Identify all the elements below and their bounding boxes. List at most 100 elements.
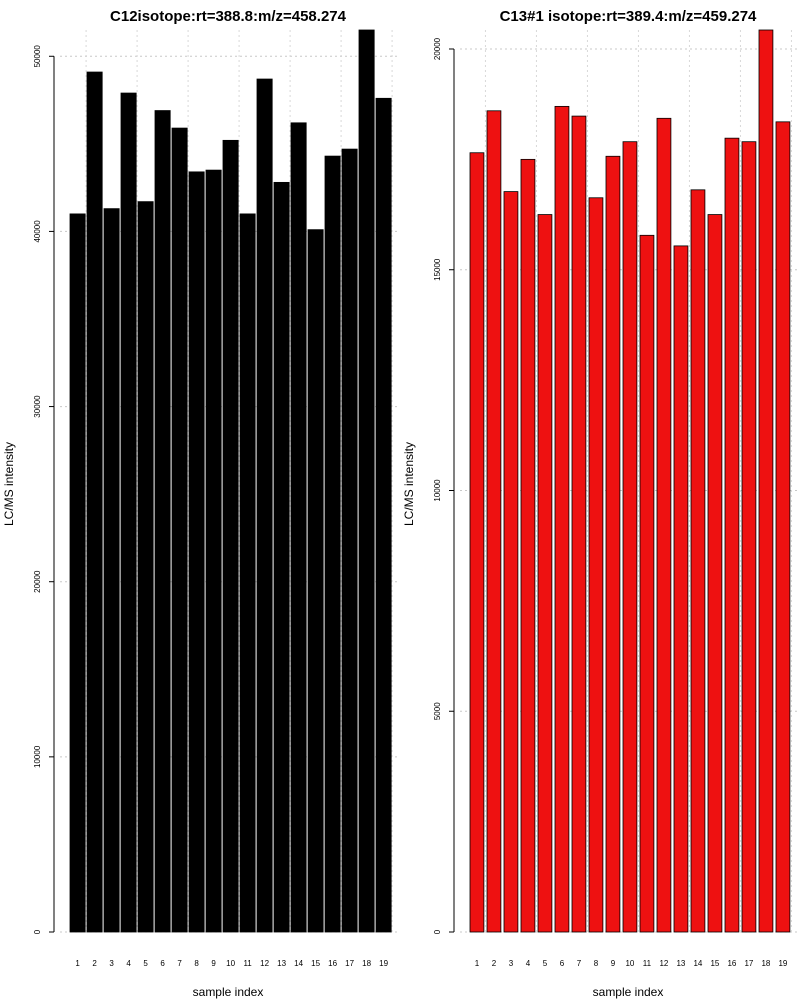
bar xyxy=(707,214,723,933)
x-tick-label: 17 xyxy=(345,959,354,968)
bars xyxy=(69,29,392,933)
bar xyxy=(154,110,171,933)
x-tick-label: 1 xyxy=(75,959,80,968)
y-tick-label: 10000 xyxy=(433,479,442,502)
bar xyxy=(171,127,188,933)
x-tick-label: 18 xyxy=(362,959,371,968)
bar xyxy=(307,229,324,933)
c13-isotope-panel: C13#1 isotope:rt=389.4:m/z=459.274 sampl… xyxy=(402,8,798,999)
bar xyxy=(69,213,86,933)
x-tick-label: 9 xyxy=(211,959,216,968)
y-axis-label: LC/MS intensity xyxy=(402,442,416,526)
bar xyxy=(571,115,587,933)
y-tick-label: 0 xyxy=(33,929,42,934)
x-tick-label: 15 xyxy=(311,959,320,968)
x-tick-label: 3 xyxy=(509,959,514,968)
bar xyxy=(239,213,256,933)
bar xyxy=(120,92,137,933)
bar xyxy=(256,78,273,933)
x-tick-label: 11 xyxy=(643,959,652,968)
x-tick-label: 10 xyxy=(625,959,634,968)
bar xyxy=(639,234,655,933)
x-tick-label: 14 xyxy=(693,959,702,968)
x-tick-label: 16 xyxy=(727,959,736,968)
x-tick-label: 14 xyxy=(294,959,303,968)
bar xyxy=(375,97,392,933)
x-tick-label: 4 xyxy=(126,959,131,968)
x-tick-label: 1 xyxy=(475,959,480,968)
x-tick-label: 19 xyxy=(379,959,388,968)
y-axis: 0 10000 20000 30000 40000 50000 xyxy=(33,45,55,934)
x-tick-label: 8 xyxy=(594,959,599,968)
y-tick-label: 30000 xyxy=(33,395,42,418)
x-tick-label: 2 xyxy=(492,959,497,968)
x-tick-label: 9 xyxy=(611,959,616,968)
bar xyxy=(469,152,485,933)
c12-isotope-panel: C12isotope:rt=388.8:m/z=458.274 sample i… xyxy=(2,8,398,999)
x-tick-label: 8 xyxy=(194,959,199,968)
bar xyxy=(690,189,706,933)
x-tick-label: 18 xyxy=(761,959,770,968)
bar xyxy=(86,71,103,933)
bar xyxy=(758,29,774,933)
bar xyxy=(324,155,341,933)
bar xyxy=(724,137,740,933)
bar xyxy=(656,117,672,933)
y-tick-label: 5000 xyxy=(433,702,442,720)
y-tick-label: 40000 xyxy=(33,220,42,243)
bar xyxy=(605,155,621,933)
bar xyxy=(486,110,502,933)
bar xyxy=(358,29,375,933)
y-tick-label: 15000 xyxy=(433,258,442,281)
x-tick-label: 10 xyxy=(226,959,235,968)
x-axis-label: sample index xyxy=(193,985,264,999)
x-tick-label: 5 xyxy=(143,959,148,968)
bar xyxy=(205,169,222,933)
y-tick-label: 50000 xyxy=(33,45,42,68)
x-tick-labels: 1 2 3 4 5 6 7 8 9 10 11 12 13 14 15 16 17 18 19 xyxy=(75,959,388,968)
bar xyxy=(537,214,553,933)
bar xyxy=(673,245,689,933)
bar xyxy=(503,191,519,933)
x-tick-label: 6 xyxy=(160,959,165,968)
x-tick-label: 6 xyxy=(560,959,565,968)
x-tick-label: 4 xyxy=(526,959,531,968)
x-tick-label: 17 xyxy=(744,959,753,968)
y-axis-label: LC/MS intensity xyxy=(2,442,16,526)
bar xyxy=(622,141,638,933)
bar xyxy=(103,208,120,933)
x-tick-label: 15 xyxy=(710,959,719,968)
x-tick-label: 16 xyxy=(328,959,337,968)
x-tick-label: 13 xyxy=(277,959,286,968)
y-tick-label: 20000 xyxy=(33,570,42,593)
x-tick-label: 12 xyxy=(260,959,269,968)
chart-title: C13#1 isotope:rt=389.4:m/z=459.274 xyxy=(500,8,757,25)
y-tick-label: 10000 xyxy=(33,745,42,768)
chart-title: C12isotope:rt=388.8:m/z=458.274 xyxy=(110,8,347,25)
bar xyxy=(341,148,358,933)
bar xyxy=(273,181,290,933)
y-axis: 0 5000 10000 15000 20000 xyxy=(433,37,455,934)
x-tick-label: 3 xyxy=(109,959,114,968)
bar xyxy=(741,141,757,933)
x-axis-label: sample index xyxy=(593,985,664,999)
y-tick-label: 20000 xyxy=(433,37,442,60)
bar xyxy=(188,171,205,933)
bars xyxy=(469,29,791,933)
x-tick-label: 19 xyxy=(778,959,787,968)
x-tick-labels: 1 2 3 4 5 6 7 8 9 10 11 12 13 14 15 16 17 18 19 xyxy=(475,959,788,968)
x-tick-label: 7 xyxy=(177,959,182,968)
x-tick-label: 11 xyxy=(243,959,252,968)
y-tick-label: 0 xyxy=(433,929,442,934)
bar xyxy=(290,122,307,933)
x-tick-label: 7 xyxy=(577,959,582,968)
x-tick-label: 12 xyxy=(659,959,668,968)
x-tick-label: 5 xyxy=(543,959,548,968)
x-tick-label: 13 xyxy=(676,959,685,968)
bar xyxy=(137,201,154,933)
x-tick-label: 2 xyxy=(92,959,97,968)
bar xyxy=(775,121,791,933)
bar xyxy=(520,158,536,933)
